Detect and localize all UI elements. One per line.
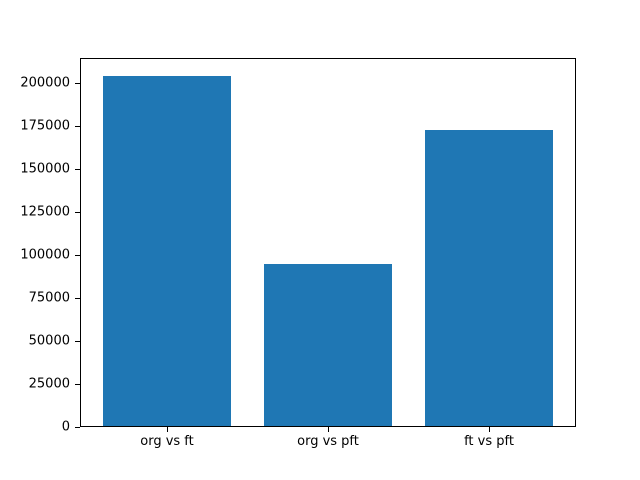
y-tick-label: 175000 bbox=[20, 118, 70, 134]
y-tick bbox=[75, 83, 80, 85]
x-tick-label: org vs pft bbox=[297, 434, 359, 449]
y-tick bbox=[75, 384, 80, 385]
x-tick-label: ft vs pft bbox=[464, 434, 514, 449]
y-tick-label: 50000 bbox=[28, 333, 70, 349]
y-tick-label: 0 bbox=[61, 419, 70, 435]
y-tick-label: 125000 bbox=[20, 204, 70, 220]
y-tick bbox=[75, 341, 80, 343]
y-tick bbox=[75, 255, 80, 257]
bar-org-vs-ft bbox=[102, 75, 232, 427]
y-tick bbox=[75, 427, 80, 428]
x-tick bbox=[167, 427, 168, 432]
bar-ft-vs-pft bbox=[424, 129, 554, 427]
y-tick-label: 100000 bbox=[20, 247, 70, 263]
y-tick-label: 75000 bbox=[28, 290, 70, 306]
y-tick bbox=[75, 126, 80, 128]
x-tick bbox=[328, 427, 329, 432]
y-tick-label: 25000 bbox=[28, 376, 70, 392]
y-tick-label: 200000 bbox=[20, 75, 70, 91]
plot-area: org vs ft org vs pft ft vs pft 0 25000 50000 7… bbox=[20, 58, 576, 448]
x-tick bbox=[489, 427, 490, 432]
y-tick bbox=[75, 212, 80, 214]
x-tick-label: org vs ft bbox=[140, 434, 194, 449]
y-tick-label: 150000 bbox=[20, 161, 70, 177]
y-tick bbox=[75, 298, 80, 300]
y-tick bbox=[75, 169, 80, 171]
bar-org-vs-pft bbox=[263, 263, 393, 427]
